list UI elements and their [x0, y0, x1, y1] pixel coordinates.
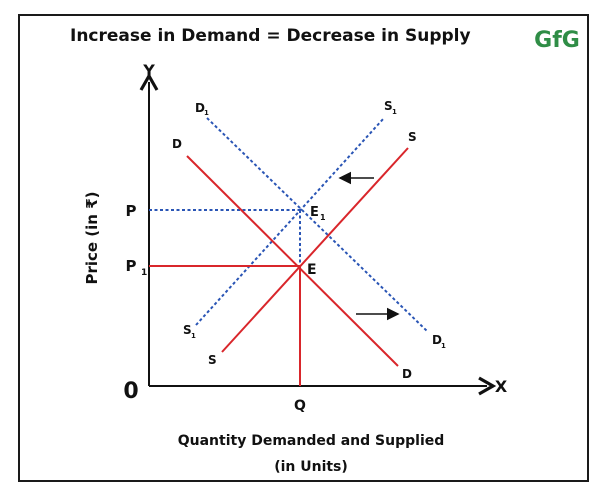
- supply-curve-s: [221, 147, 409, 353]
- y-axis-letter: Y: [142, 61, 155, 80]
- svg-text:GfG: GfG: [534, 28, 580, 52]
- x-axis-label: Quantity Demanded and Supplied (in Units…: [178, 428, 445, 480]
- origin-label: 0: [123, 379, 138, 404]
- x-axis-label-line2: (in Units): [274, 459, 348, 475]
- price-label-p: P: [126, 202, 137, 220]
- price-label-p1-sub: 1: [141, 268, 147, 278]
- curve-label-d-top: D: [172, 137, 182, 151]
- curve-label-d1-top: D: [195, 101, 205, 115]
- curve-label-d1-top-sub: 1: [204, 109, 209, 117]
- quantity-label-q: Q: [294, 398, 306, 414]
- curve-label-s-bottom: S: [208, 353, 217, 367]
- chart-title: Increase in Demand = Decrease in Supply: [70, 26, 471, 46]
- curve-label-s1-bottom: S: [183, 323, 192, 337]
- demand-curve-d1: [206, 117, 429, 333]
- curve-label-d-bottom: D: [402, 367, 412, 381]
- curve-label-s-top: S: [408, 130, 417, 144]
- gfg-logo-icon: GfG: [534, 28, 580, 52]
- x-axis-letter: X: [495, 377, 508, 396]
- curve-label-s1-top: S: [384, 99, 393, 113]
- equilibrium-label-e1-sub: 1: [320, 213, 326, 222]
- equilibrium-label-e1: E: [310, 205, 319, 220]
- curve-label-d1-bottom: D: [432, 333, 442, 347]
- curve-label-s1-bottom-sub: 1: [191, 332, 196, 340]
- figure-frame: [18, 14, 589, 482]
- curve-label-s1-top-sub: 1: [392, 108, 397, 116]
- price-label-p1: P: [126, 257, 137, 275]
- curve-label-d1-bottom-sub: 1: [441, 342, 446, 350]
- equilibrium-label-e: E: [307, 262, 317, 278]
- demand-curve-d: [186, 155, 399, 367]
- x-axis-label-line1: Quantity Demanded and Supplied: [177, 433, 445, 449]
- supply-curve-s1: [195, 117, 385, 326]
